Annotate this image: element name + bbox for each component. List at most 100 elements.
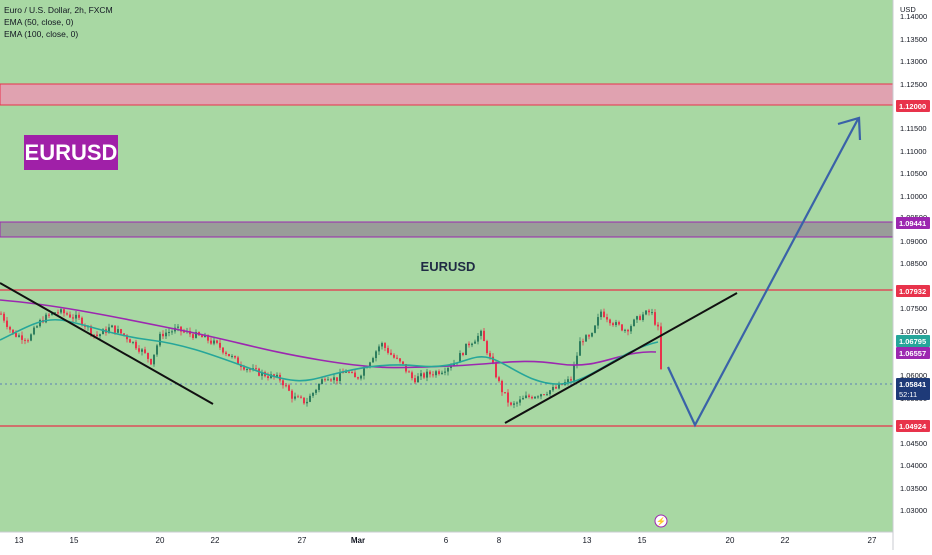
- candle-body: [480, 330, 482, 336]
- candle-body: [183, 331, 185, 333]
- candle-body: [120, 329, 122, 334]
- time-axis[interactable]: 13 15 20 22 27 Mar 6 8 13 15 20 22 27: [15, 536, 877, 545]
- candle-body: [216, 340, 218, 343]
- candle-body: [306, 401, 308, 404]
- candle-body: [588, 335, 590, 337]
- price-tick: 1.14000: [900, 12, 927, 21]
- candle-body: [225, 352, 227, 355]
- time-tick: 22: [211, 536, 220, 545]
- candle-body: [432, 374, 434, 376]
- candle-body: [492, 356, 494, 364]
- candle-body: [93, 334, 95, 336]
- candle-body: [69, 314, 71, 318]
- price-tick: 1.06000: [900, 371, 927, 380]
- indicator-ema50: EMA (50, close, 0): [4, 17, 74, 27]
- candle-body: [9, 326, 11, 330]
- candle-body: [57, 312, 59, 314]
- candle-body: [507, 392, 509, 403]
- candle-body: [114, 325, 116, 333]
- candle-body: [462, 353, 464, 356]
- candle-body: [585, 335, 587, 342]
- candle-body: [609, 319, 611, 324]
- candle-body: [213, 340, 215, 344]
- indicator-ema100: EMA (100, close, 0): [4, 29, 78, 39]
- candle-body: [483, 330, 485, 342]
- candle-body: [321, 379, 323, 384]
- candle-body: [141, 349, 143, 352]
- price-tick: 1.03000: [900, 506, 927, 515]
- candle-body: [201, 335, 203, 338]
- candle-body: [489, 353, 491, 357]
- candle-body: [36, 326, 38, 328]
- candle-body: [468, 343, 470, 346]
- candle-body: [657, 324, 659, 327]
- candle-body: [324, 379, 326, 381]
- candle-body: [576, 355, 578, 366]
- tag-support-bg: [896, 420, 930, 432]
- projection-path: [667, 118, 859, 428]
- candle-body: [135, 341, 137, 349]
- candle-body: [567, 379, 569, 383]
- candle-body: [600, 311, 602, 318]
- candle-body: [384, 343, 386, 348]
- candle-body: [21, 335, 23, 340]
- candle-body: [171, 331, 173, 333]
- symbol-info: Euro / U.S. Dollar, 2h, FXCM: [4, 5, 113, 15]
- price-tick: 1.13000: [900, 57, 927, 66]
- currency-label: USD: [900, 5, 916, 14]
- tag-ema50-bg: [896, 335, 930, 347]
- candle-body: [15, 332, 17, 337]
- candle-body: [558, 383, 560, 389]
- candle-body: [447, 367, 449, 372]
- candle-body: [138, 348, 140, 352]
- candle-body: [249, 369, 251, 371]
- candle-body: [570, 379, 572, 381]
- candle-body: [549, 390, 551, 395]
- time-tick: 8: [497, 536, 502, 545]
- price-tick: 1.11000: [900, 147, 927, 156]
- candles-group: [0, 307, 662, 409]
- candle-body: [291, 390, 293, 399]
- candle-body: [378, 346, 380, 352]
- candle-body: [255, 368, 257, 370]
- candle-body: [381, 343, 383, 347]
- candle-body: [459, 353, 461, 363]
- price-tick: 1.10000: [900, 192, 927, 201]
- candle-body: [108, 327, 110, 333]
- candle-body: [132, 341, 134, 343]
- candle-body: [3, 313, 5, 321]
- candle-body: [624, 329, 626, 331]
- candle-body: [360, 375, 362, 379]
- candle-body: [222, 347, 224, 353]
- candle-body: [618, 322, 620, 325]
- candle-body: [552, 386, 554, 391]
- candle-body: [162, 333, 164, 337]
- candle-body: [72, 317, 74, 319]
- candle-body: [6, 320, 8, 327]
- price-axis[interactable]: USD 1.14000 1.13500 1.13000 1.12500 1.11…: [900, 5, 927, 515]
- candle-body: [504, 392, 506, 394]
- candle-body: [159, 333, 161, 346]
- candle-body: [516, 402, 518, 404]
- candle-body: [351, 372, 353, 374]
- candle-body: [630, 326, 632, 332]
- candle-body: [411, 372, 413, 379]
- candle-body: [243, 367, 245, 370]
- candle-body: [375, 351, 377, 359]
- candle-body: [177, 326, 179, 328]
- trend-line-upper-left: [0, 282, 214, 405]
- candle-body: [519, 399, 521, 403]
- candle-body: [495, 363, 497, 378]
- resistance-zone: [0, 83, 894, 106]
- tag-resistance-mid-bg: [896, 217, 930, 229]
- candle-body: [357, 377, 359, 379]
- candle-body: [513, 403, 515, 405]
- candle-body: [261, 372, 263, 376]
- arrow-head-icon: [837, 116, 862, 141]
- candle-body: [111, 325, 113, 328]
- candle-body: [156, 345, 158, 355]
- lightning-icon[interactable]: [654, 514, 668, 528]
- time-tick: 20: [726, 536, 735, 545]
